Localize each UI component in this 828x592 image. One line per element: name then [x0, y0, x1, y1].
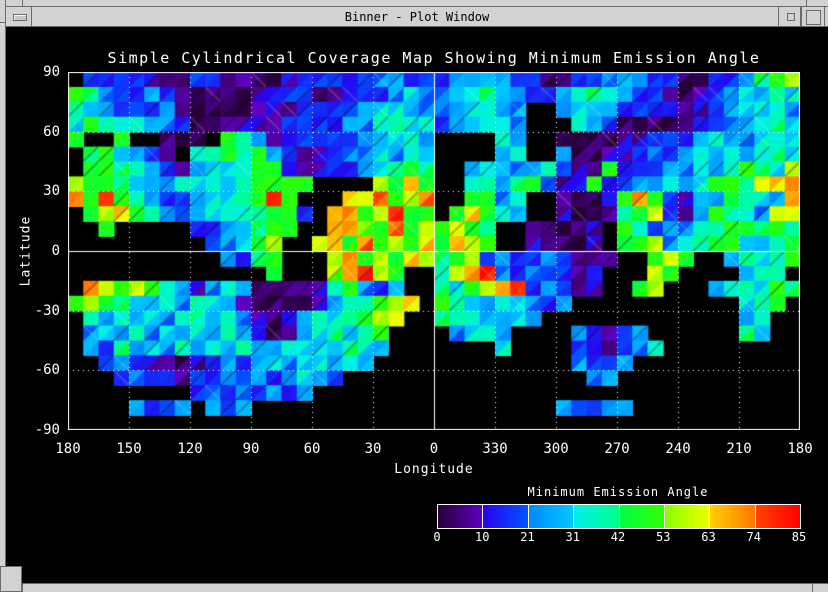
y-tick-label: 30 — [43, 183, 60, 200]
y-tick-label: 90 — [43, 64, 60, 80]
title-bar[interactable]: Binner - Plot Window — [6, 7, 828, 27]
x-tick-label: 210 — [726, 441, 752, 457]
x-tick-label: 30 — [364, 441, 382, 457]
minimize-button[interactable] — [778, 7, 801, 26]
frame-corner-separator — [0, 22, 6, 23]
x-tick-label: 300 — [543, 441, 569, 457]
y-tick-label: 60 — [43, 123, 60, 140]
frame-corner-separator — [22, 0, 23, 7]
coverage-map-canvas — [68, 72, 800, 430]
x-tick-label: 180 — [55, 441, 81, 457]
colorbar-tick-label: 42 — [610, 530, 626, 544]
colorbar-segment — [664, 505, 710, 528]
window-resize-corner[interactable] — [0, 566, 22, 592]
colorbar-tick-label: 63 — [701, 530, 716, 544]
frame-corner-separator — [806, 0, 807, 7]
colorbar-title: Minimum Emission Angle — [527, 485, 709, 499]
minimize-square-icon — [787, 13, 795, 21]
colorbar-tick-label: 53 — [656, 530, 671, 544]
x-axis-title: Longitude — [394, 462, 474, 477]
colorbar-segment — [574, 505, 619, 528]
x-tick-label: 0 — [429, 441, 439, 457]
frame-corner-separator — [812, 584, 813, 592]
colorbar-segment — [483, 505, 528, 528]
colorbar-segment — [528, 505, 574, 528]
x-tick-label: 120 — [177, 441, 203, 457]
colorbar-segment — [438, 505, 483, 528]
window-bottom-border — [0, 583, 828, 592]
colorbar-tick-label: 0 — [433, 530, 441, 544]
window-left-border — [0, 0, 6, 592]
colorbar — [437, 504, 801, 529]
window-title: Binner - Plot Window — [344, 9, 490, 24]
colorbar-tick-label: 74 — [746, 530, 761, 544]
x-tick-label: 90 — [242, 441, 260, 457]
colorbar-segment — [755, 505, 800, 528]
y-tick-label: -60 — [34, 362, 60, 379]
chart-title: Simple Cylindrical Coverage Map Showing … — [107, 49, 761, 67]
colorbar-segment — [710, 505, 755, 528]
y-tick-label: -90 — [34, 422, 60, 438]
window-top-border — [0, 0, 828, 7]
colorbar-tick-label: 21 — [520, 530, 535, 544]
maximize-button[interactable] — [801, 7, 825, 26]
window-menu-dash-icon — [13, 14, 27, 21]
maximize-square-icon — [806, 10, 821, 25]
y-tick-label: -30 — [34, 302, 60, 319]
colorbar-segment — [619, 505, 664, 528]
x-tick-label: 60 — [303, 441, 321, 457]
colorbar-tick-label: 85 — [791, 530, 807, 544]
x-tick-label: 150 — [116, 441, 142, 457]
x-tick-label: 330 — [482, 441, 508, 457]
x-tick-label: 270 — [604, 441, 630, 457]
y-tick-label: 0 — [51, 243, 60, 259]
window-menu-button[interactable] — [7, 7, 32, 26]
x-tick-label: 240 — [665, 441, 691, 457]
colorbar-tick-label: 31 — [565, 530, 580, 544]
frame-corner-separator — [22, 584, 23, 592]
x-tick-label: 180 — [787, 441, 813, 457]
colorbar-tick-label: 10 — [475, 530, 490, 544]
